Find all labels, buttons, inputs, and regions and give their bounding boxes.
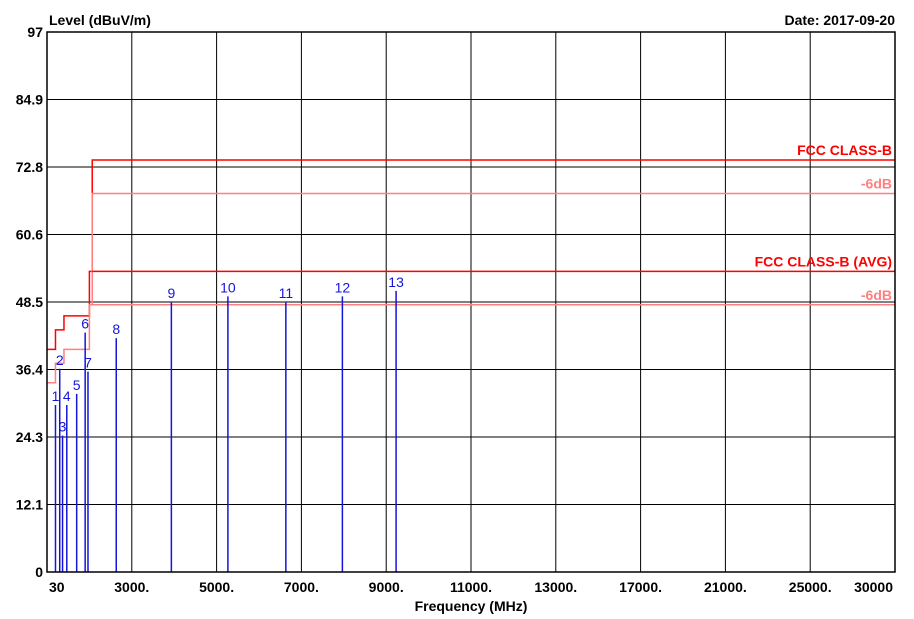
marker-label: 3 <box>59 419 67 435</box>
grid <box>47 32 895 572</box>
x-tick-label: 7000. <box>284 579 319 595</box>
marker-label: 8 <box>112 321 120 337</box>
x-tick-labels: 30 3000. 5000. 7000. 9000. 11000. 13000. 17000.… <box>49 579 893 595</box>
marker-label: 9 <box>167 285 175 301</box>
y-tick-label: 72.8 <box>16 159 43 175</box>
x-tick-label: 9000. <box>369 579 404 595</box>
y-tick-label: 84.9 <box>16 92 43 108</box>
limit-line-label: FCC CLASS-B <box>797 142 892 158</box>
marker-label: 2 <box>56 352 64 368</box>
x-tick-label: 25000. <box>789 579 832 595</box>
limit-line <box>47 192 895 384</box>
x-tick-label: 5000. <box>199 579 234 595</box>
x-axis-title: Frequency (MHz) <box>415 598 528 614</box>
y-tick-label: 36.4 <box>16 362 43 378</box>
limit-line-label: -6dB <box>861 175 892 191</box>
marker-label: 5 <box>73 377 81 393</box>
x-tick-label: 3000. <box>114 579 149 595</box>
x-tick-label: 13000. <box>534 579 577 595</box>
x-tick-label: 30 <box>49 579 65 595</box>
marker-label: 7 <box>84 355 92 371</box>
plot-frame <box>46 31 896 573</box>
limit-line-label: -6dB <box>861 287 892 303</box>
x-tick-label: 21000. <box>704 579 747 595</box>
y-tick-label: 48.5 <box>16 294 43 310</box>
x-tick-label: 17000. <box>619 579 662 595</box>
marker-label: 6 <box>81 316 89 332</box>
limit-lines: FCC CLASS-B -6dB FCC CLASS-B (AVG) -6dB <box>47 142 895 384</box>
marker-label: 12 <box>335 279 351 295</box>
y-tick-label: 24.3 <box>16 429 43 445</box>
y-tick-label: 0 <box>35 564 43 580</box>
marker-label: 11 <box>279 285 294 301</box>
marker-label: 10 <box>220 279 236 295</box>
y-tick-label: 97 <box>27 24 43 40</box>
marker-label: 1 <box>52 388 60 404</box>
x-tick-label: 11000. <box>450 579 492 595</box>
x-tick-label: 30000 <box>854 579 893 595</box>
marker-label: 13 <box>388 274 404 290</box>
y-axis-title: Level (dBuV/m) <box>49 12 151 28</box>
y-tick-labels: 0 12.1 24.3 36.4 48.5 60.6 72.8 84.9 97 <box>16 24 43 580</box>
y-tick-label: 60.6 <box>16 227 43 243</box>
limit-line-label: FCC CLASS-B (AVG) <box>755 253 892 269</box>
date-label: Date: 2017-09-20 <box>784 12 895 28</box>
y-tick-label: 12.1 <box>16 497 43 513</box>
marker-label: 4 <box>63 388 71 404</box>
